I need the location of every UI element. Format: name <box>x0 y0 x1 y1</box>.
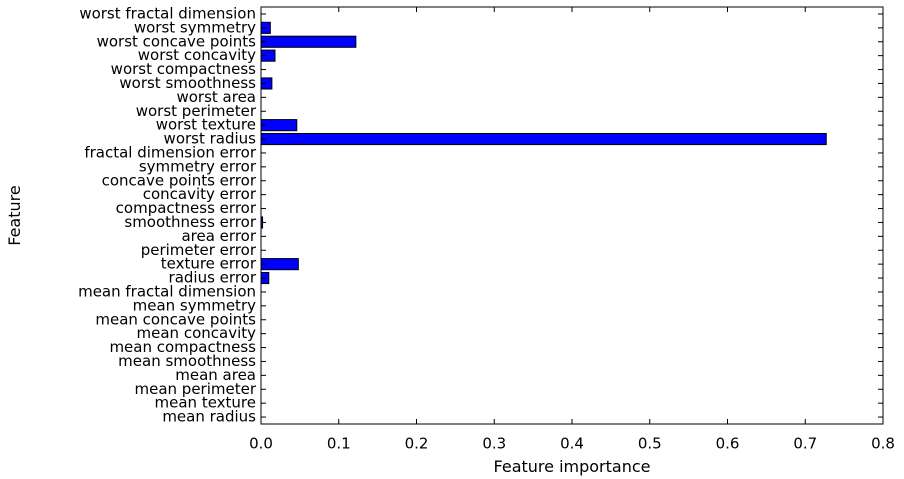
x-tick-label: 0.6 <box>716 435 740 453</box>
y-tick-label: fractal dimension error <box>84 143 257 161</box>
y-tick-label: worst radius <box>164 130 257 148</box>
x-tick-label: 0.5 <box>638 435 662 453</box>
y-tick-label: symmetry error <box>139 157 257 175</box>
x-tick-label: 0.1 <box>327 435 351 453</box>
bars-group <box>260 21 827 285</box>
bar <box>260 132 827 146</box>
y-tick-label: worst concavity <box>138 46 256 64</box>
x-tick-label: 0.4 <box>560 435 584 453</box>
y-tick-label: mean perimeter <box>134 380 256 398</box>
x-tick-label: 0.2 <box>405 435 429 453</box>
y-tick-label: mean smoothness <box>118 352 256 370</box>
y-tick-label: area error <box>181 227 256 245</box>
x-tick-label: 0.0 <box>249 435 273 453</box>
y-tick-label: mean compactness <box>109 338 256 356</box>
y-tick-label: worst perimeter <box>136 102 257 120</box>
y-tick-label: mean fractal dimension <box>78 282 256 300</box>
y-tick-label: mean radius <box>162 408 256 426</box>
y-tick-label: texture error <box>161 255 257 273</box>
y-tick-label: smoothness error <box>124 213 256 231</box>
y-tick-label: worst concave points <box>97 32 257 50</box>
y-tick-label: concave points error <box>102 171 257 189</box>
y-tick-label: mean texture <box>155 394 256 412</box>
y-tick-label: worst texture <box>156 116 256 134</box>
y-tick-label: worst symmetry <box>134 18 256 36</box>
y-tick-label: compactness error <box>116 199 257 217</box>
y-tick-label: concavity error <box>143 185 257 203</box>
y-tick-label: worst fractal dimension <box>79 4 256 22</box>
bar <box>260 258 299 271</box>
x-tick-label: 0.7 <box>793 435 817 453</box>
y-tick-label: worst compactness <box>111 60 257 78</box>
y-tick-label: mean area <box>175 366 256 384</box>
x-tick-label: 0.8 <box>871 435 895 453</box>
y-axis-label: Feature <box>5 185 24 245</box>
y-tick-label: mean concavity <box>137 324 257 342</box>
y-tick-label: radius error <box>169 269 257 287</box>
y-tick-label: worst smoothness <box>119 74 256 92</box>
plot-frame <box>260 6 884 425</box>
bar <box>260 119 298 132</box>
bar <box>260 35 357 48</box>
y-tick-label: mean symmetry <box>133 296 256 314</box>
x-tick-label: 0.3 <box>482 435 506 453</box>
y-tick-label: worst area <box>176 88 256 106</box>
x-axis-label: Feature importance <box>494 457 651 476</box>
y-tick-label: perimeter error <box>141 241 257 259</box>
y-tick-label: mean concave points <box>95 310 256 328</box>
